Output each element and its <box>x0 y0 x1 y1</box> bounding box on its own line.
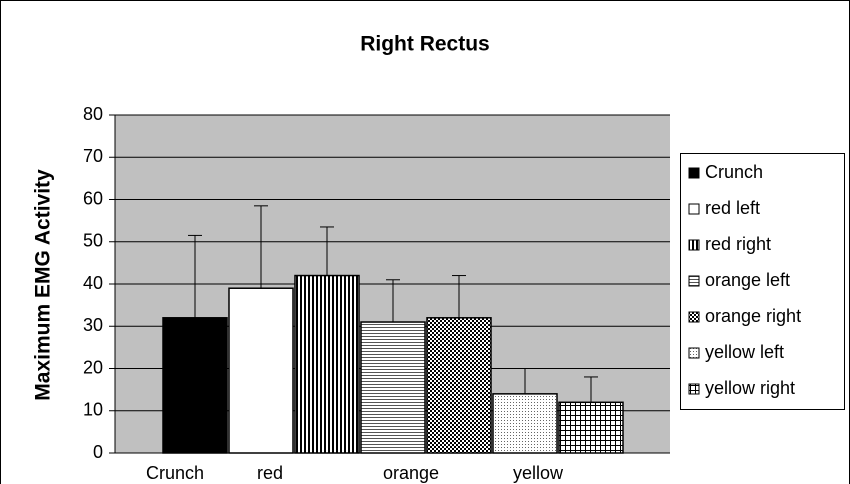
y-tick-label: 60 <box>83 188 103 208</box>
legend-swatch <box>688 311 700 323</box>
legend-swatch <box>688 203 700 215</box>
bar <box>558 401 624 454</box>
y-tick-label: 0 <box>93 442 103 462</box>
legend-label: Crunch <box>705 162 763 182</box>
x-tick-label: Crunch <box>146 463 204 483</box>
bar <box>228 287 294 454</box>
y-tick-label: 80 <box>83 104 103 124</box>
legend-label: red left <box>705 198 760 218</box>
legend-swatch <box>688 167 700 179</box>
legend-label: orange left <box>705 270 790 290</box>
y-axis-label: Maximum EMG Activity <box>32 169 55 401</box>
bar <box>294 274 360 454</box>
y-tick-label: 40 <box>83 273 103 293</box>
legend-swatch <box>688 383 700 395</box>
x-tick-label: orange <box>383 463 439 483</box>
legend-label: red right <box>705 234 771 254</box>
bar <box>426 317 492 454</box>
legend-label: orange right <box>705 306 801 326</box>
bar <box>162 317 228 454</box>
legend <box>680 153 845 410</box>
legend-swatch <box>688 239 700 251</box>
y-tick-label: 30 <box>83 315 103 335</box>
y-tick-label: 10 <box>83 400 103 420</box>
bar <box>360 321 426 454</box>
y-tick-label: 20 <box>83 357 103 377</box>
chart-title: Right Rectus <box>360 33 490 56</box>
legend-swatch <box>688 347 700 359</box>
bar <box>492 393 558 454</box>
legend-swatch <box>688 275 700 287</box>
x-tick-label: yellow <box>513 463 564 483</box>
y-tick-label: 70 <box>83 146 103 166</box>
legend-label: yellow right <box>705 378 795 398</box>
legend-label: yellow left <box>705 342 784 362</box>
y-tick-label: 50 <box>83 231 103 251</box>
x-tick-label: red <box>257 463 283 483</box>
